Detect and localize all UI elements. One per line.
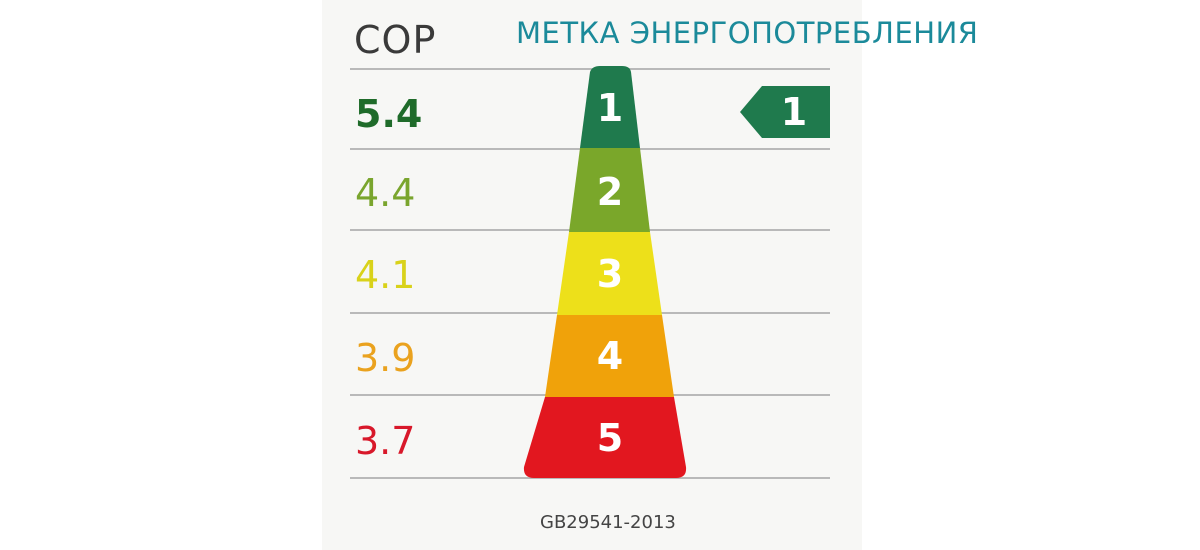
cop-heading: COP xyxy=(354,18,437,62)
energy-class-ladder: 1 2 3 4 5 xyxy=(523,66,687,478)
class-band-4 xyxy=(545,315,674,397)
cop-value-class-2: 4.4 xyxy=(355,171,416,215)
class-number-2: 2 xyxy=(597,170,623,214)
class-number-5: 5 xyxy=(597,416,623,460)
cop-value-class-5: 3.7 xyxy=(355,419,416,463)
class-band-2 xyxy=(569,148,650,232)
cop-value-class-3: 4.1 xyxy=(355,253,416,297)
rating-arrow-marker: 1 xyxy=(740,86,830,138)
row-divider xyxy=(350,68,830,70)
class-band-3 xyxy=(557,232,662,315)
cop-value-class-4: 3.9 xyxy=(355,336,416,380)
standard-code: GB29541-2013 xyxy=(540,512,676,533)
class-band-5 xyxy=(523,397,687,478)
class-number-1: 1 xyxy=(597,86,623,130)
cop-value-class-1: 5.4 xyxy=(355,92,423,136)
class-band-1 xyxy=(580,66,640,148)
rating-arrow-shape xyxy=(740,86,830,138)
rating-number: 1 xyxy=(781,90,807,134)
class-number-4: 4 xyxy=(597,334,623,378)
energy-label-title: МЕТКА ЭНЕРГОПОТРЕБЛЕНИЯ xyxy=(516,16,979,50)
class-number-3: 3 xyxy=(597,252,623,296)
